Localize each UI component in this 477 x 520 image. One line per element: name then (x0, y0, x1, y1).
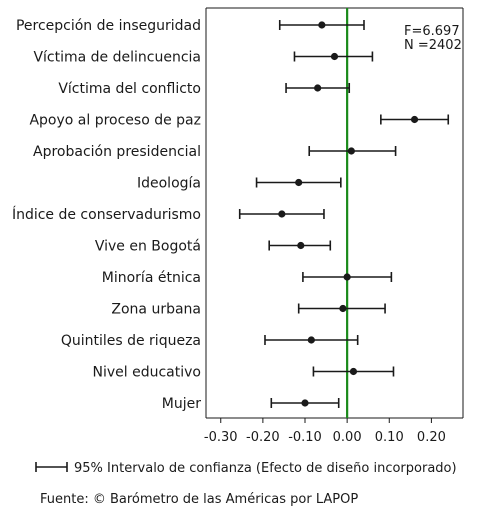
estimate-point (318, 21, 326, 29)
legend-label: 95% Intervalo de confianza (Efecto de di… (74, 461, 457, 476)
x-tick-label: -0.30 (204, 430, 238, 445)
coefficient-row (293, 51, 374, 62)
coefficient-row (302, 272, 393, 282)
estimate-point (339, 304, 347, 313)
category-label: Víctima de delincuencia (33, 50, 201, 66)
coefficient-row (238, 209, 325, 219)
estimate-point (297, 241, 305, 250)
estimate-point (410, 115, 419, 124)
category-label: Ideología (137, 176, 201, 192)
coefficient-row (264, 335, 359, 345)
legend: 95% Intervalo de confianza (Efecto de di… (35, 461, 457, 476)
source-note: Fuente: © Barómetro de las Américas por … (40, 492, 358, 507)
coefficient-row (270, 398, 340, 408)
coefficient-row (312, 366, 395, 377)
category-label: Índice de conservadurismo (12, 206, 201, 223)
category-label: Minoría étnica (102, 270, 201, 286)
x-tick-label: 0.00 (333, 430, 362, 445)
x-tick-label: 0.10 (375, 430, 404, 445)
coefficient-row (380, 114, 450, 125)
coefficient-row (268, 240, 332, 251)
estimate-point (307, 336, 315, 344)
category-label: Quintiles de riqueza (61, 333, 201, 349)
category-label: Víctima del conflicto (58, 81, 201, 97)
category-label: Percepción de inseguridad (16, 18, 201, 34)
x-tick-label: 0.20 (417, 430, 446, 445)
estimate-point (314, 84, 322, 92)
category-label: Apoyo al proceso de paz (29, 113, 201, 129)
coefficient-row (297, 303, 386, 314)
n-statistic: N =2402 (404, 38, 462, 53)
category-label: Nivel educativo (93, 365, 201, 381)
category-label: Vive en Bogotá (95, 239, 201, 255)
x-tick-label: -0.20 (246, 430, 280, 445)
category-label: Zona urbana (111, 302, 201, 318)
estimate-point (330, 52, 339, 61)
estimate-point (349, 367, 358, 376)
coefficient-row (255, 177, 342, 188)
x-tick-label: -0.10 (288, 430, 322, 445)
estimate-point (347, 147, 355, 155)
coefficient-row (308, 146, 397, 156)
coefficient-row (278, 20, 365, 30)
estimate-point (295, 178, 303, 187)
coefficient-row (285, 83, 351, 93)
estimate-point (343, 273, 351, 281)
category-label: Mujer (162, 396, 201, 412)
estimate-point (278, 210, 286, 218)
category-label: Aprobación presidencial (33, 144, 201, 160)
estimate-point (301, 399, 309, 407)
f-statistic: F=6.697 (404, 24, 460, 39)
